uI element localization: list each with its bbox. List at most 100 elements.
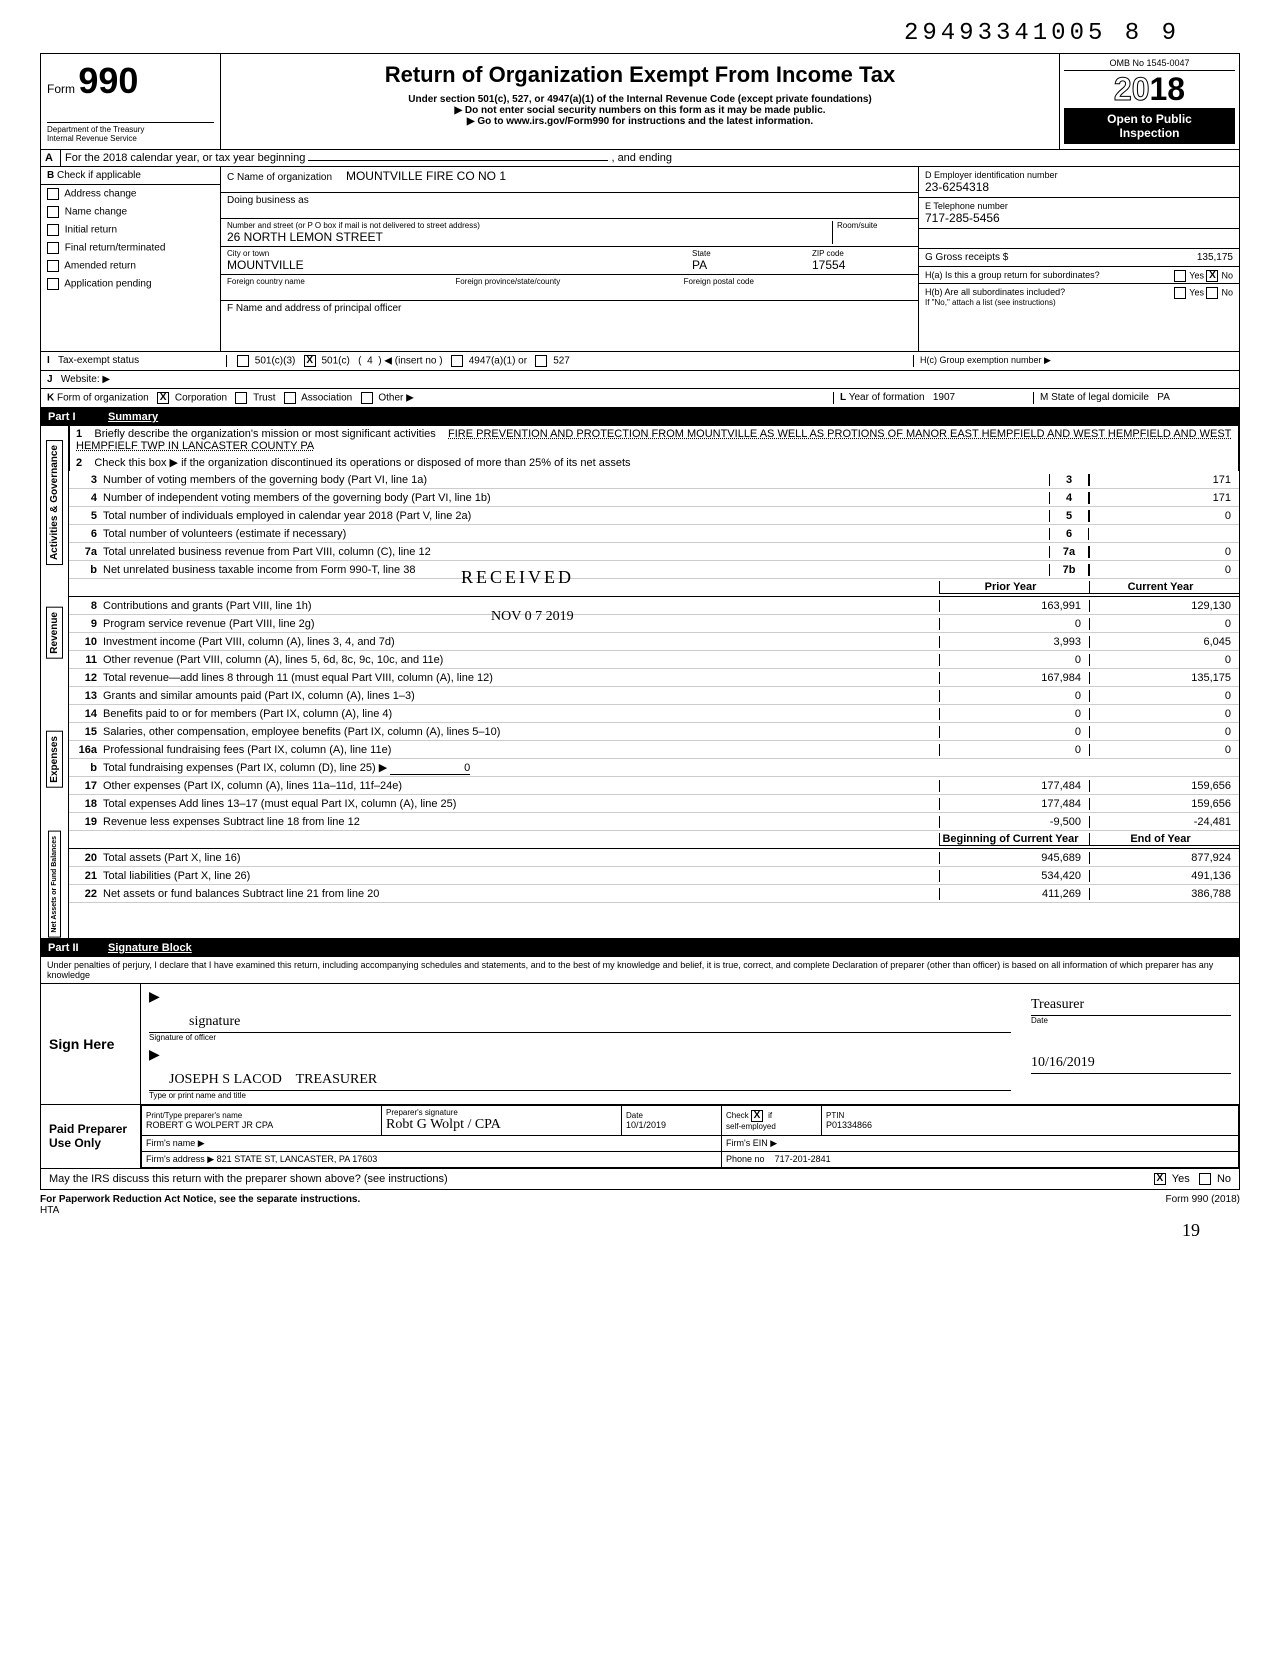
pt-name-label: Print/Type preparer's name bbox=[146, 1111, 377, 1120]
check-name-change[interactable] bbox=[47, 206, 59, 218]
ha-no: No bbox=[1221, 270, 1233, 280]
org-name: MOUNTVILLE FIRE CO NO 1 bbox=[346, 169, 506, 183]
pt-date-label: Date bbox=[626, 1111, 717, 1120]
hb-no: No bbox=[1221, 287, 1233, 297]
tax-year: 20201818 bbox=[1064, 71, 1235, 108]
paid-prep-label: Paid Preparer Use Only bbox=[41, 1105, 141, 1168]
expense-section: Expenses 13Grants and similar amounts pa… bbox=[40, 687, 1240, 831]
pt-date: 10/1/2019 bbox=[626, 1120, 666, 1130]
l1-label: Briefly describe the organization's miss… bbox=[94, 428, 435, 440]
sign-here-label: Sign Here bbox=[41, 984, 141, 1104]
pt-name: ROBERT G WOLPERT JR CPA bbox=[146, 1120, 273, 1130]
j-label: Website: ▶ bbox=[61, 374, 110, 385]
i-num: 4 bbox=[367, 356, 373, 367]
part1-header: Part I Summary bbox=[40, 408, 1240, 426]
side-gov: Activities & Governance bbox=[46, 440, 63, 565]
ha-no-check[interactable]: X bbox=[1206, 270, 1218, 282]
received-stamp: RECEIVED bbox=[461, 567, 574, 588]
i-insert: (insert no ) bbox=[395, 356, 443, 367]
hc-label: H(c) Group exemption number ▶ bbox=[913, 355, 1233, 367]
ha-label: H(a) Is this a group return for subordin… bbox=[925, 270, 1100, 280]
check-final-return-terminated[interactable] bbox=[47, 242, 59, 254]
gov-section: Activities & Governance 1 Briefly descri… bbox=[40, 426, 1240, 579]
section-b-block: B Check if applicable Address change Nam… bbox=[40, 167, 1240, 352]
line-a-end: , and ending bbox=[611, 152, 672, 164]
firm-ein-label: Firm's EIN ▶ bbox=[726, 1138, 777, 1148]
gross-receipts: 135,175 bbox=[1197, 252, 1233, 263]
d-label: D Employer identification number bbox=[925, 170, 1233, 180]
discuss-text: May the IRS discuss this return with the… bbox=[49, 1173, 448, 1185]
dept-line2: Internal Revenue Service bbox=[47, 134, 214, 143]
line-a-text: For the 2018 calendar year, or tax year … bbox=[65, 152, 305, 164]
discuss-yes-check[interactable]: X bbox=[1154, 1173, 1166, 1185]
part1-num: Part I bbox=[48, 411, 108, 423]
check-address-change[interactable] bbox=[47, 188, 59, 200]
firm-addr-label: Firm's address ▶ bbox=[146, 1154, 214, 1164]
line-j: J Website: ▶ bbox=[40, 371, 1240, 389]
line-i: I Tax-exempt status 501(c)(3) X 501(c) (… bbox=[40, 352, 1240, 371]
officer-name: JOSEPH S LACOD bbox=[169, 1072, 282, 1087]
room-label: Room/suite bbox=[832, 221, 912, 244]
g-label: G Gross receipts $ bbox=[925, 252, 1008, 263]
foreign-prov-label: Foreign province/state/county bbox=[455, 277, 683, 298]
check-initial-return[interactable] bbox=[47, 224, 59, 236]
line-k: K Form of organization X Corporation Tru… bbox=[40, 389, 1240, 408]
part2-num: Part II bbox=[48, 942, 108, 954]
l-val: 1907 bbox=[933, 392, 955, 403]
dept-line1: Department of the Treasury bbox=[47, 125, 214, 134]
part2-header: Part II Signature Block bbox=[40, 939, 1240, 957]
form-word: Form bbox=[47, 82, 75, 96]
dba-label: Doing business as bbox=[227, 195, 309, 206]
open-line2: Inspection bbox=[1068, 126, 1231, 140]
dept-treasury: Department of the Treasury Internal Reve… bbox=[47, 122, 214, 143]
i-label: Tax-exempt status bbox=[58, 355, 139, 366]
revenue-section: Revenue Prior Year Current Year 8Contrib… bbox=[40, 579, 1240, 687]
i-501c3: 501(c)(3) bbox=[255, 356, 296, 367]
check-application-pending[interactable] bbox=[47, 278, 59, 290]
k-trust: Trust bbox=[253, 393, 275, 404]
part1-title: Summary bbox=[108, 411, 158, 423]
k-label: Form of organization bbox=[57, 393, 149, 404]
check-amended-return[interactable] bbox=[47, 260, 59, 272]
ptin-val: P01334866 bbox=[826, 1120, 872, 1130]
open-line1: Open to Public bbox=[1068, 112, 1231, 126]
hdr-end: End of Year bbox=[1089, 833, 1239, 846]
net-section: Net Assets or Fund Balances Beginning of… bbox=[40, 831, 1240, 939]
pt-self-check[interactable]: X bbox=[751, 1110, 763, 1122]
form-title: Return of Organization Exempt From Incom… bbox=[229, 62, 1051, 88]
footer-right: Form 990 (2018) bbox=[1166, 1194, 1240, 1216]
k-other: Other ▶ bbox=[378, 393, 413, 404]
hdr-prior: Prior Year bbox=[939, 581, 1089, 594]
city-val: MOUNTVILLE bbox=[227, 258, 304, 272]
hdr-curr: Current Year bbox=[1089, 581, 1239, 594]
l2-text: Check this box ▶ if the organization dis… bbox=[94, 457, 630, 469]
firm-name-label: Firm's name ▶ bbox=[146, 1138, 205, 1148]
officer-date: 10/16/2019 bbox=[1031, 1055, 1095, 1071]
open-public: Open to Public Inspection bbox=[1064, 108, 1235, 144]
dln-number: 29493341005 8 9 bbox=[40, 20, 1240, 47]
i-501c: 501(c) bbox=[321, 356, 349, 367]
side-rev: Revenue bbox=[46, 607, 63, 659]
ptin-label: PTIN bbox=[826, 1111, 1234, 1120]
zip-label: ZIP code bbox=[812, 249, 912, 258]
type-name-cap: Type or print name and title bbox=[149, 1091, 1011, 1100]
zip-val: 17554 bbox=[812, 258, 845, 272]
m-val: PA bbox=[1157, 392, 1170, 403]
street-val: 26 NORTH LEMON STREET bbox=[227, 230, 383, 244]
form-990: 990 bbox=[78, 60, 138, 101]
signature-block: Under penalties of perjury, I declare th… bbox=[40, 957, 1240, 1190]
footer-hta: HTA bbox=[40, 1205, 59, 1216]
foreign-country-label: Foreign country name bbox=[227, 277, 455, 298]
firm-addr: 821 STATE ST, LANCASTER, PA 17603 bbox=[217, 1154, 378, 1164]
firm-phone: 717-201-2841 bbox=[775, 1154, 831, 1164]
sig-of-cap: Signature of officer bbox=[149, 1033, 1011, 1042]
page-footer: For Paperwork Reduction Act Notice, see … bbox=[40, 1190, 1240, 1220]
state-val: PA bbox=[692, 258, 707, 272]
state-label: State bbox=[692, 249, 812, 258]
discuss-yes: Yes bbox=[1172, 1173, 1190, 1185]
footer-left: For Paperwork Reduction Act Notice, see … bbox=[40, 1194, 360, 1205]
pt-sig-label: Preparer's signature bbox=[386, 1108, 617, 1117]
stamp-date: NOV 0 7 2019 bbox=[491, 609, 574, 625]
i-4947: 4947(a)(1) or bbox=[469, 356, 527, 367]
l-label: Year of formation bbox=[849, 392, 925, 403]
